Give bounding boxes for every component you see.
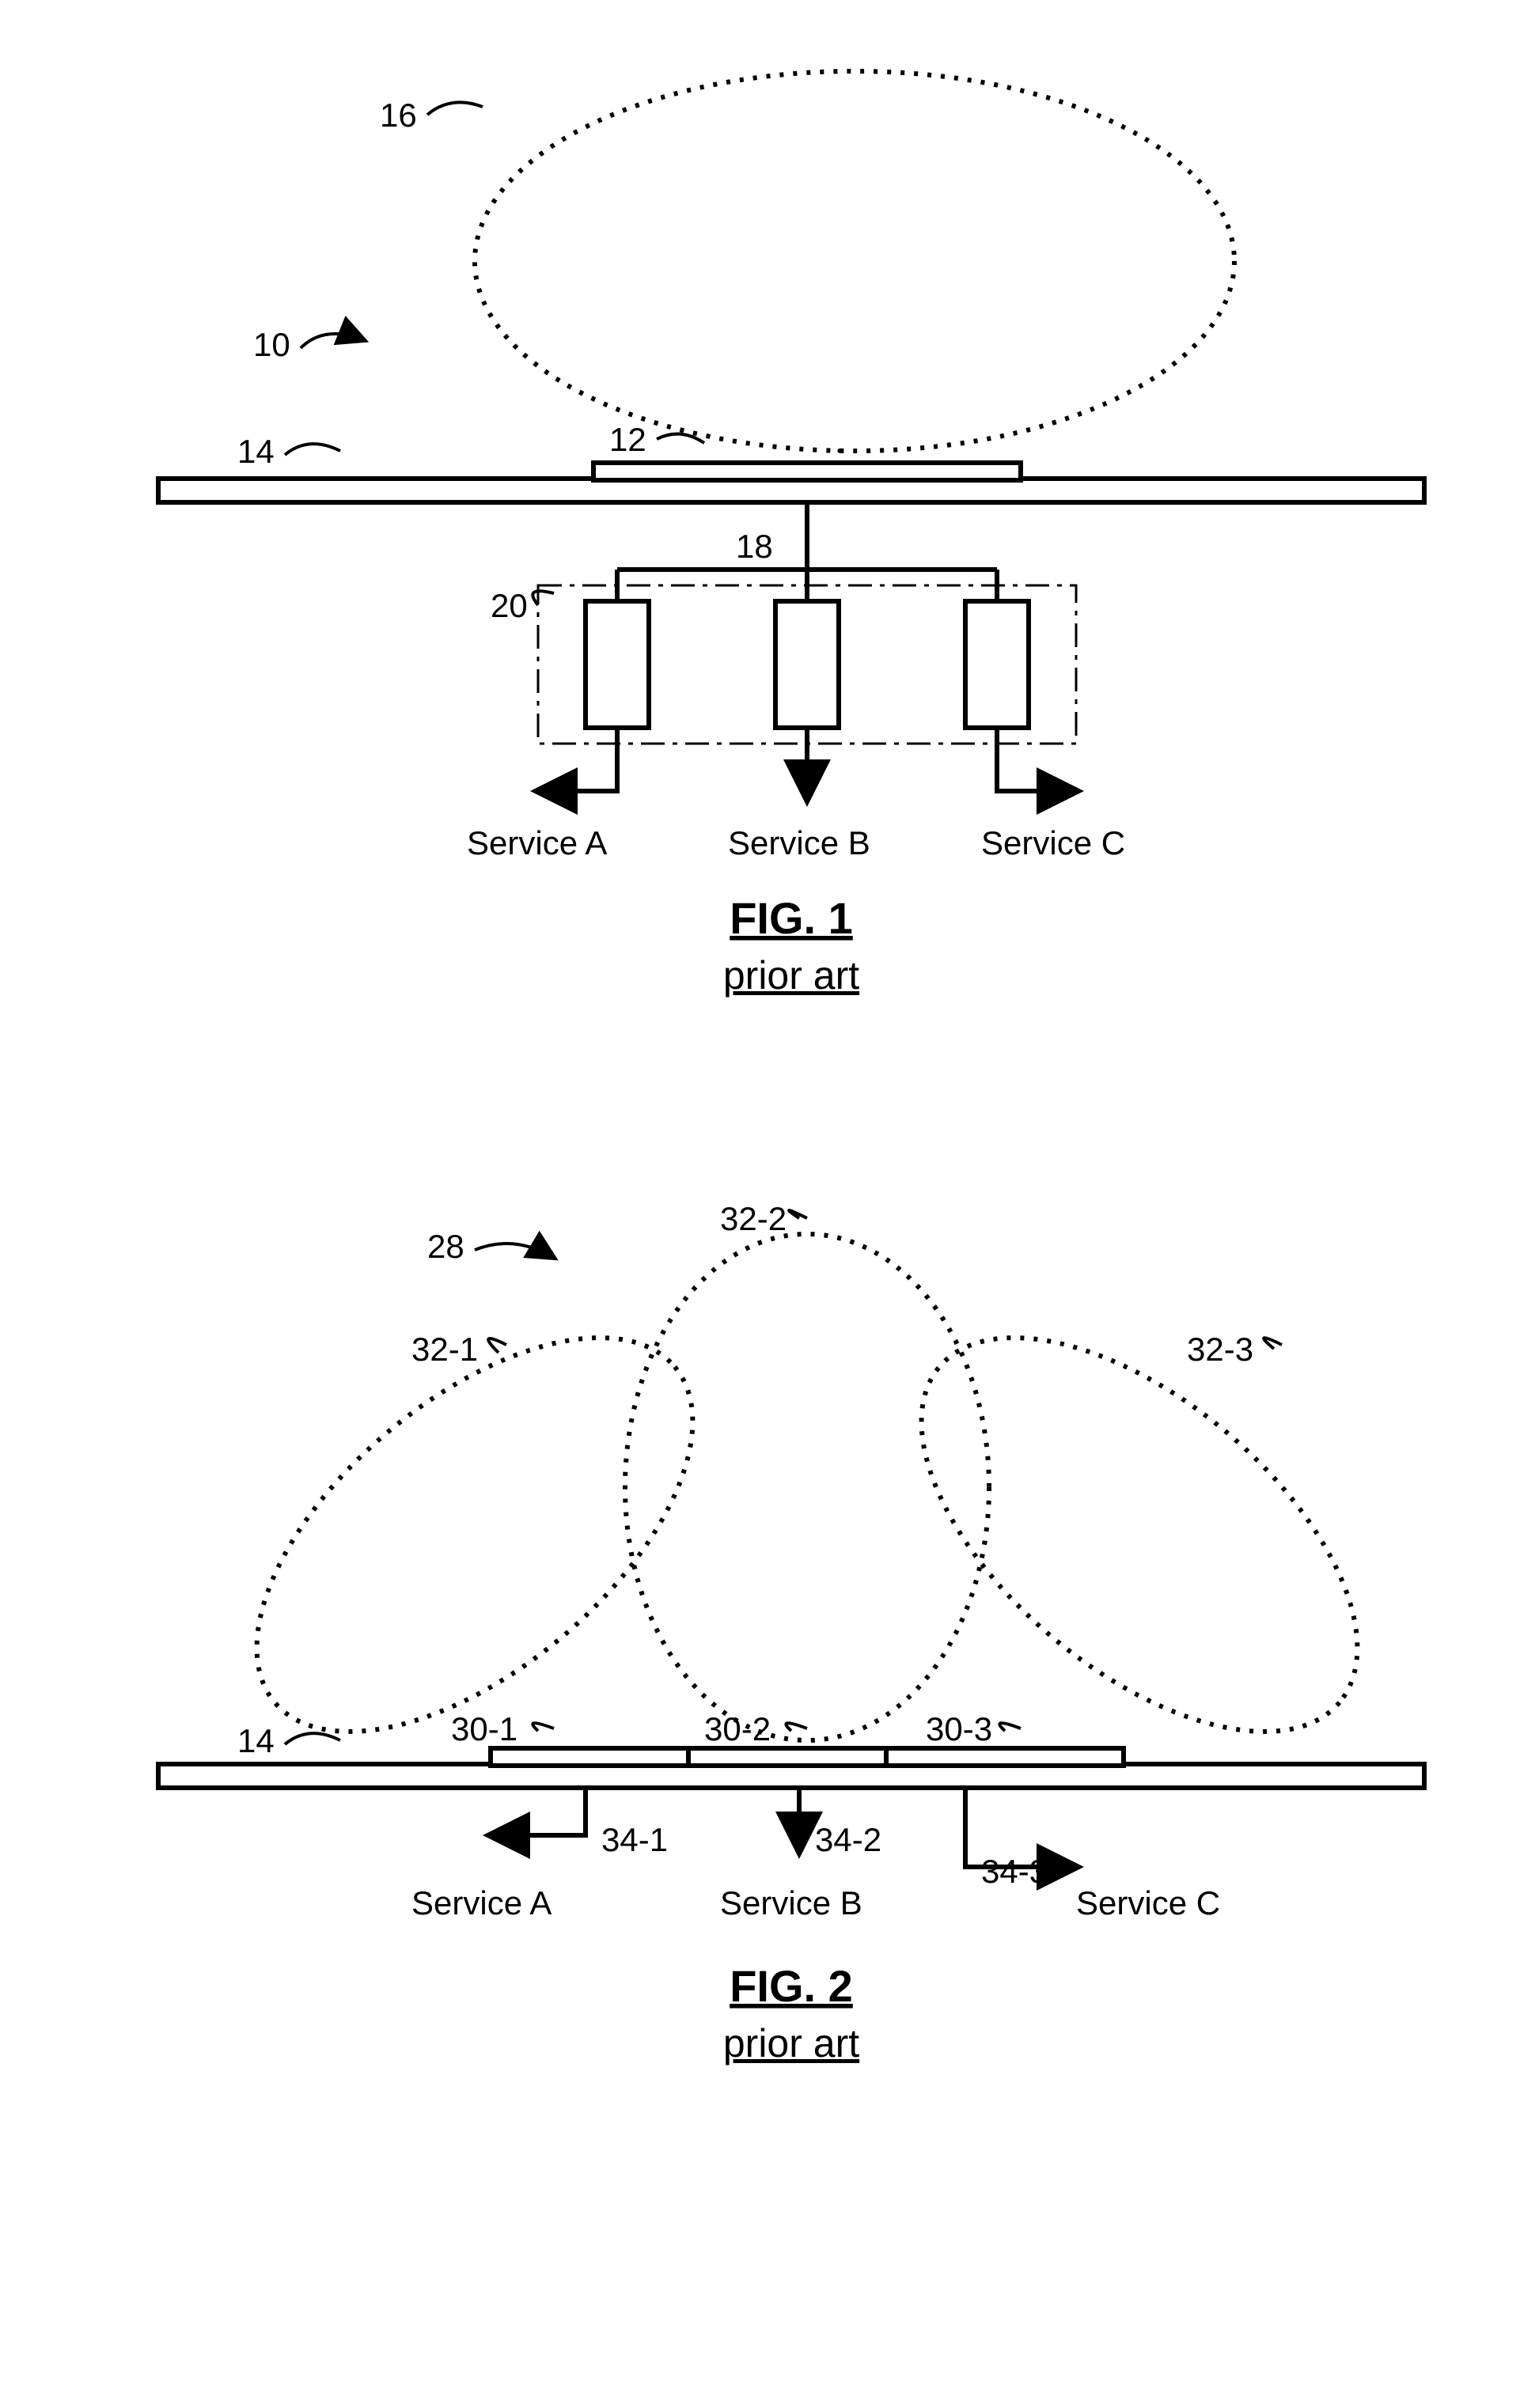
service-b-label: Service B <box>728 824 870 861</box>
label-leaders <box>285 102 704 605</box>
label-18: 18 <box>736 528 773 565</box>
label-16: 16 <box>380 97 417 134</box>
service-b-label: Service B <box>720 1884 862 1921</box>
label-34-3: 34-3 <box>981 1853 1048 1890</box>
label-34-1: 34-1 <box>601 1821 668 1858</box>
label-28: 28 <box>427 1228 464 1265</box>
label-leaders <box>285 1210 1282 1744</box>
label-12: 12 <box>609 421 646 458</box>
label-14: 14 <box>237 1722 275 1759</box>
figure-2-labels: 28 14 32-1 32-2 32-3 30-1 30-2 30-3 34-1… <box>237 1200 1253 1921</box>
service-a-label: Service A <box>467 824 607 861</box>
patch-3 <box>886 1748 1124 1766</box>
label-30-2: 30-2 <box>704 1710 771 1747</box>
filter-b <box>775 601 839 728</box>
service-c-label: Service C <box>1076 1884 1220 1921</box>
service-c-label: Service C <box>981 824 1125 861</box>
label-14: 14 <box>237 433 275 470</box>
fig2-subtitle: prior art <box>723 2021 859 2065</box>
label-34-2: 34-2 <box>815 1821 881 1858</box>
fig1-title: FIG. 1 <box>730 893 853 943</box>
label-32-2: 32-2 <box>720 1200 787 1237</box>
figure-1-caption: FIG. 1 prior art <box>723 893 859 998</box>
label-20: 20 <box>491 587 528 624</box>
label-32-1: 32-1 <box>411 1331 478 1368</box>
figure-2: 28 14 32-1 32-2 32-3 30-1 30-2 30-3 34-1… <box>32 1139 1520 2168</box>
label-10: 10 <box>253 326 290 363</box>
page: 10 16 14 12 18 20 Service A Service B Se… <box>32 32 1520 2168</box>
label-30-1: 30-1 <box>451 1710 517 1747</box>
filter-a <box>586 601 649 728</box>
label-30-3: 30-3 <box>926 1710 992 1747</box>
output-arrows <box>538 728 1076 799</box>
antenna-patch <box>593 463 1021 480</box>
label-32-3: 32-3 <box>1187 1331 1253 1368</box>
figure-2-caption: FIG. 2 prior art <box>723 1961 859 2065</box>
figure-1: 10 16 14 12 18 20 Service A Service B Se… <box>32 32 1520 1139</box>
service-a-label: Service A <box>411 1884 552 1921</box>
beam-ellipse <box>475 71 1234 451</box>
fig1-subtitle: prior art <box>723 953 859 998</box>
fig2-title: FIG. 2 <box>730 1961 853 2011</box>
filter-c <box>965 601 1029 728</box>
